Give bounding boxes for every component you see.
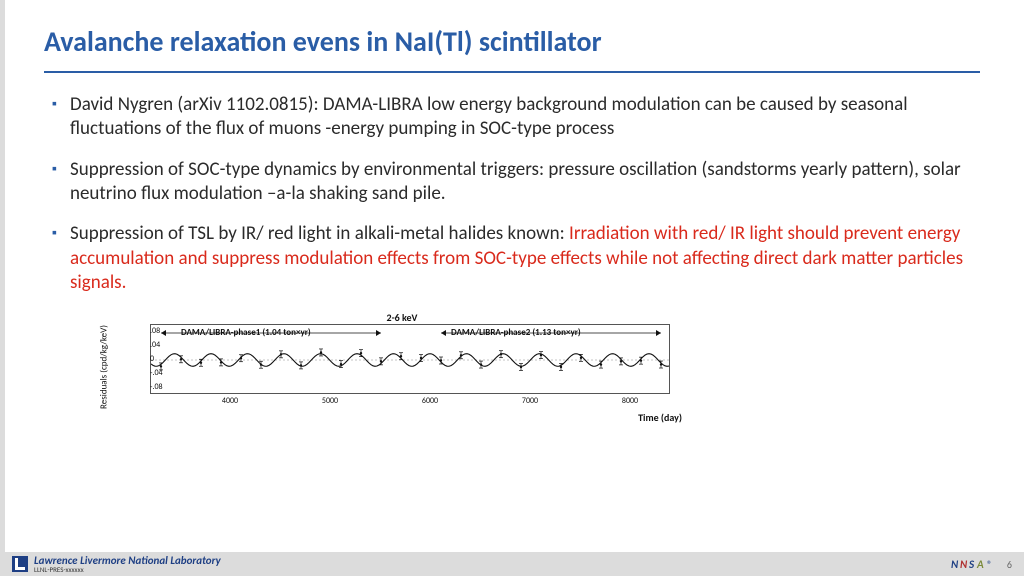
nnsa-logo-icon: N N S A ®: [951, 556, 997, 572]
page-number: 6: [1007, 558, 1012, 571]
chart-xtick: 4000: [222, 396, 238, 406]
svg-text:A: A: [976, 558, 984, 571]
chart-y-label: Residuals (cpd/kg/keV): [99, 325, 110, 409]
chart-xtick: 5000: [322, 396, 338, 406]
footer-right: N N S A ® 6: [951, 556, 1012, 572]
bullet-item: Suppression of TSL by IR/ red light in a…: [52, 222, 972, 295]
bullet-text: Suppression of SOC-type dynamics by envi…: [70, 158, 961, 205]
footer-left: Lawrence Livermore National Laboratory L…: [12, 555, 221, 574]
chart: 2-6 keV Residuals (cpd/kg/keV) Time (day…: [122, 311, 682, 410]
body-area: David Nygren (arXiv 1102.0815): DAMA-LIB…: [0, 79, 1024, 410]
chart-xtick: 6000: [422, 396, 438, 406]
bullet-list: David Nygren (arXiv 1102.0815): DAMA-LIB…: [52, 93, 972, 295]
chart-box: Residuals (cpd/kg/keV) Time (day) DAMA/L…: [122, 324, 682, 410]
footer: Lawrence Livermore National Laboratory L…: [0, 552, 1024, 576]
bullet-item: Suppression of SOC-type dynamics by envi…: [52, 158, 972, 207]
side-accent: [0, 0, 5, 576]
title-area: Avalanche relaxation evens in NaI(Tl) sc…: [0, 0, 1024, 79]
chart-caption: 2-6 keV: [122, 311, 682, 324]
svg-text:S: S: [968, 558, 975, 571]
svg-text:®: ®: [987, 558, 992, 571]
bullet-text-black: Suppression of TSL by IR/ red light in a…: [70, 222, 569, 245]
slide: Avalanche relaxation evens in NaI(Tl) sc…: [0, 0, 1024, 576]
chart-x-label: Time (day): [638, 411, 682, 424]
chart-xtick: 8000: [622, 396, 638, 406]
llnl-logo-icon: [12, 556, 28, 572]
bullet-text: David Nygren (arXiv 1102.0815): DAMA-LIB…: [70, 93, 908, 140]
phase2-label: DAMA/LIBRA-phase2 (1.13 ton×yr): [451, 327, 581, 338]
svg-text:N: N: [960, 558, 968, 571]
lab-name: Lawrence Livermore National Laboratory: [34, 555, 221, 566]
chart-xtick: 7000: [522, 396, 538, 406]
title-rule: [44, 71, 980, 73]
slide-title: Avalanche relaxation evens in NaI(Tl) sc…: [44, 24, 980, 59]
svg-text:N: N: [951, 558, 959, 571]
lab-name-block: Lawrence Livermore National Laboratory L…: [34, 555, 221, 574]
phase1-label: DAMA/LIBRA-phase1 (1.04 ton×yr): [181, 327, 311, 338]
bullet-item: David Nygren (arXiv 1102.0815): DAMA-LIB…: [52, 93, 972, 142]
chart-plot-area: DAMA/LIBRA-phase1 (1.04 ton×yr) DAMA/LIB…: [150, 324, 670, 394]
